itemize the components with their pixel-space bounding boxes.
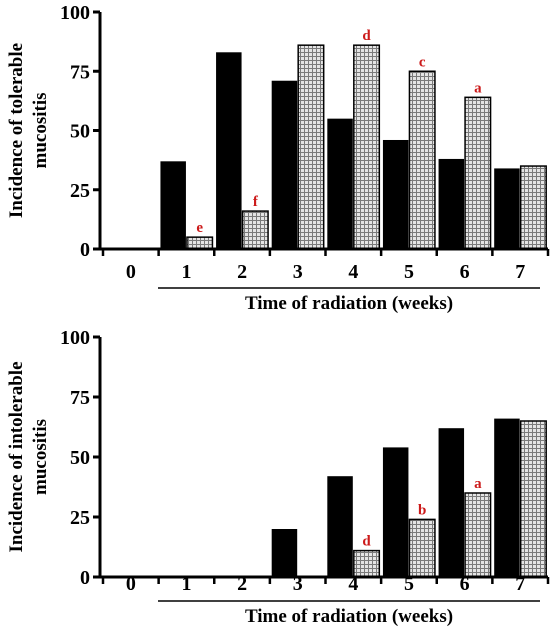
panel-1-x-tick-label-3: 3 <box>293 261 303 283</box>
panel-2-x-tick-label-4: 4 <box>348 573 358 595</box>
panel-1-x-axis-title: Time of radiation (weeks) <box>245 293 453 314</box>
panel-1-significance-label-week-2: f <box>253 194 259 210</box>
panel-1-bar-s1-week-3 <box>271 80 298 249</box>
panel-2-y-tick-label-50: 50 <box>70 447 90 469</box>
panel-1-x-tick-label-7: 7 <box>515 261 525 283</box>
panel-2-bar-s2-week-6 <box>464 492 492 578</box>
panel-2-significance-label-week-5: b <box>418 502 426 518</box>
panel-1-x-tick-label-6: 6 <box>460 261 470 283</box>
panel-2-significance-label-week-4: d <box>362 534 371 550</box>
panel-1-y-tick-label-25: 25 <box>70 180 90 202</box>
panel-2-bar-s1-week-6 <box>438 428 465 577</box>
panel-1-significance-label-week-1: e <box>196 220 203 236</box>
panel-1-x-tick-label-0: 0 <box>126 261 136 283</box>
panel-1-y-tick-label-100: 100 <box>60 2 90 24</box>
panel-1-bar-s2-week-3 <box>297 44 325 250</box>
panel-2-x-tick-label-3: 3 <box>293 573 303 595</box>
panel-1-bar-s2-week-4 <box>353 44 381 250</box>
panel-2-x-tick-label-6: 6 <box>460 573 470 595</box>
panel-1-bar-s2-week-7 <box>519 165 547 250</box>
panel-1-x-tick-label-1: 1 <box>181 261 191 283</box>
panel-2-bar-s1-week-5 <box>382 447 409 577</box>
panel-2-x-tick-label-1: 1 <box>181 573 191 595</box>
panel-1-bar-s2-week-1 <box>186 236 214 250</box>
panel-2-x-tick-label-0: 0 <box>126 573 136 595</box>
panel-2-y-tick-label-100: 100 <box>60 327 90 349</box>
panel-1-bar-s2-week-5 <box>408 70 436 250</box>
panel-2-bar-s1-week-4 <box>327 476 353 577</box>
panel-2-bar-s1-week-7 <box>494 418 520 577</box>
panel-1-x-tick-label-2: 2 <box>237 261 247 283</box>
panel-1-bar-s1-week-6 <box>438 158 465 249</box>
panel-1-bar-s2-week-2 <box>241 210 269 250</box>
panel-2-y-axis-title-line-1: Incidence of intolerable <box>6 361 27 552</box>
panel-1-significance-label-week-6: a <box>474 80 482 96</box>
panel-2-y-axis-title-line-2: mucositis <box>30 419 51 495</box>
panel-1-y-axis-title-line-1: Incidence of tolerable <box>6 43 27 218</box>
panel-1-bar-s1-week-1 <box>160 161 186 249</box>
panel-2-bar-s2-week-7 <box>519 420 547 578</box>
panel-1-y-tick-label-0: 0 <box>80 239 90 261</box>
panel-2-x-tick-label-5: 5 <box>404 573 414 595</box>
panel-2-x-tick-label-2: 2 <box>237 573 247 595</box>
panel-1-bar-s1-week-5 <box>382 139 409 249</box>
panel-1-y-tick-label-75: 75 <box>70 61 90 83</box>
panel-1-bar-s2-week-6 <box>464 96 492 250</box>
panel-1-significance-label-week-5: c <box>419 54 426 70</box>
panel-1-x-tick-label-4: 4 <box>348 261 358 283</box>
panel-1-y-tick-label-50: 50 <box>70 121 90 143</box>
panel-2-bar-s1-week-3 <box>271 529 298 577</box>
panel-1-bar-s1-week-2 <box>216 52 242 249</box>
panel-1-x-tick-label-5: 5 <box>404 261 414 283</box>
panel-2-x-axis-title: Time of radiation (weeks) <box>245 606 453 627</box>
panel-2-y-tick-label-75: 75 <box>70 387 90 409</box>
panel-1-bar-s1-week-4 <box>327 118 353 250</box>
panel-2-bar-s2-week-5 <box>408 518 436 578</box>
panel-2-significance-label-week-6: a <box>474 476 482 492</box>
panel-1-bar-s1-week-7 <box>494 168 520 249</box>
panel-1-y-axis-title-line-2: mucositis <box>30 93 51 169</box>
panel-1-significance-label-week-4: d <box>362 28 371 44</box>
panel-2-y-tick-label-25: 25 <box>70 507 90 529</box>
panel-2-y-tick-label-0: 0 <box>80 567 90 589</box>
panel-2-x-tick-label-7: 7 <box>515 573 525 595</box>
